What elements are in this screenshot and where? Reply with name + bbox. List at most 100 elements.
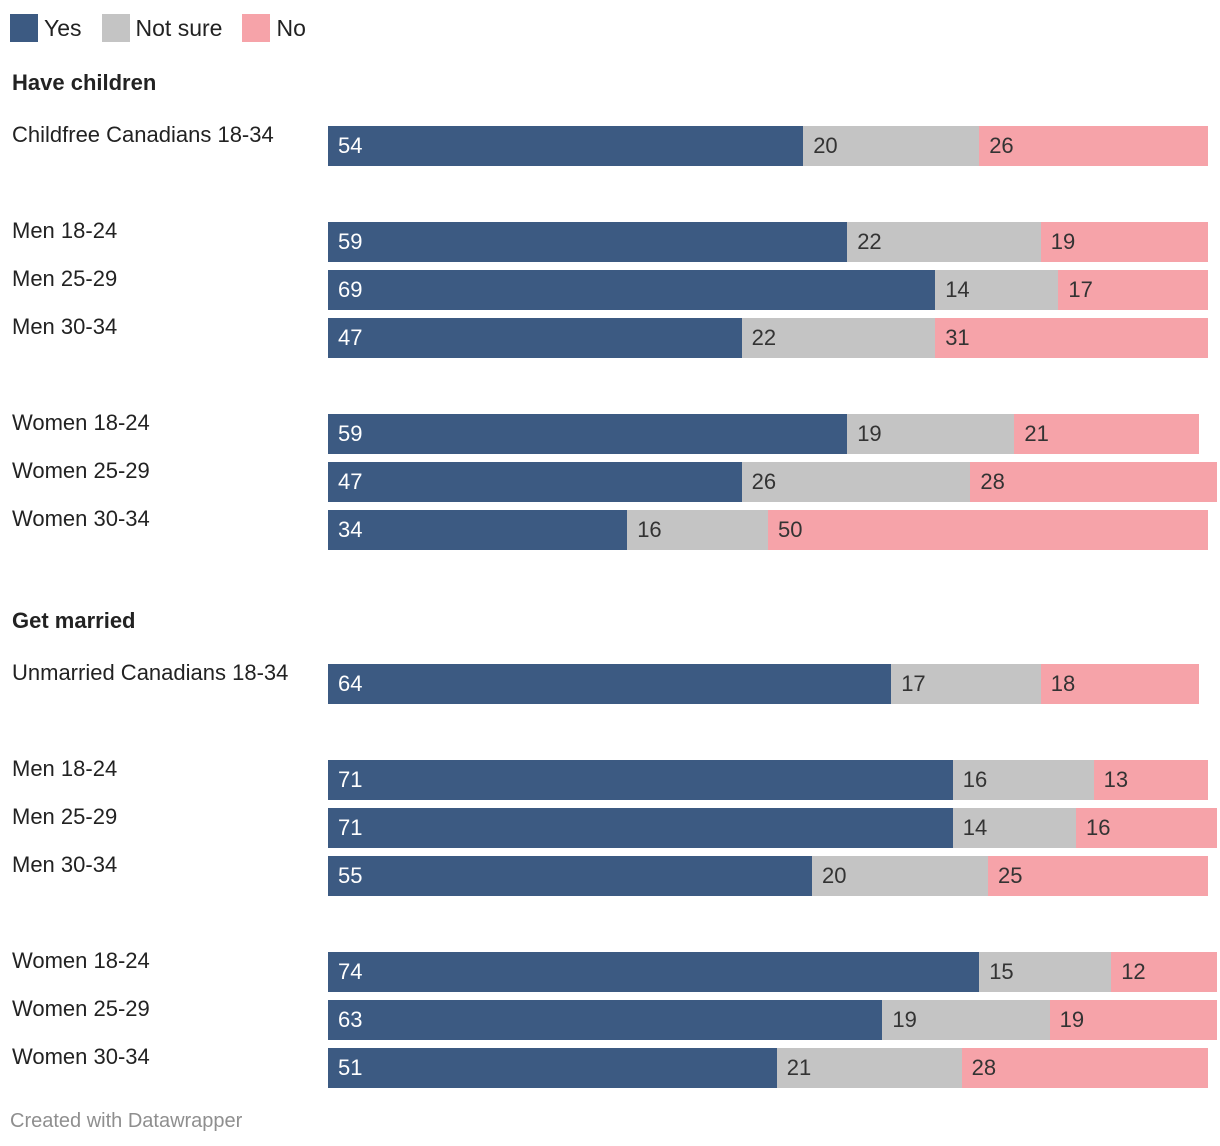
bar-value-label-no: 19 [1050,229,1076,254]
bar-segment-yes [328,414,848,454]
bar-value-label-yes: 74 [338,959,363,984]
bar-segment-not-sure [812,856,988,896]
row-label: Women 25-29 [12,458,150,483]
group-heading: Have children [12,70,157,95]
bar-value-label-yes: 71 [338,767,363,792]
bar-segment-no [1040,222,1208,262]
bar-segment-no [935,318,1208,358]
row-label: Women 25-29 [12,996,150,1021]
row-label: Women 18-24 [12,948,150,973]
row-label: Women 18-24 [12,410,150,435]
bar-segment-no [970,462,1217,502]
bar-segment-not-sure [979,952,1112,992]
group-heading: Get married [12,608,136,633]
bar-segment-no [1076,808,1217,848]
bar-segment-not-sure [935,270,1059,310]
bar-segment-no [1111,952,1217,992]
bar-value-label-yes: 64 [338,671,363,696]
bar-segment-yes [328,126,804,166]
bar-segment-yes [328,760,953,800]
bar-value-label-not-sure: 16 [637,517,662,542]
row-label: Men 25-29 [12,804,118,829]
bar-segment-yes [328,856,812,896]
bar-value-label-not-sure: 26 [751,469,777,494]
bar-value-label-no: 28 [980,469,1005,494]
bar-segment-not-sure [627,510,768,550]
bar-segment-no [1058,270,1208,310]
bar-value-label-yes: 63 [338,1007,363,1032]
bar-segment-no [768,510,1208,550]
row-label: Men 30-34 [12,852,118,877]
bar-value-label-not-sure: 21 [786,1055,812,1080]
bar-value-label-no: 16 [1086,815,1111,840]
legend-swatch-no [242,14,271,42]
legend-label-no: No [276,15,306,41]
bar-segment-yes [328,270,936,310]
bar-value-label-no: 21 [1024,421,1049,446]
bar-value-label-yes: 47 [338,325,363,350]
bar-value-label-not-sure: 22 [751,325,777,350]
bar-value-label-no: 19 [1059,1007,1085,1032]
bar-value-label-no: 28 [971,1055,997,1080]
legend-item-no: No [242,14,306,42]
bar-segment-no [1040,664,1200,704]
bar-segment-not-sure [952,760,1094,800]
bar-segment-yes [328,462,742,502]
bar-segment-yes [328,664,892,704]
bar-value-label-no: 31 [945,325,970,350]
bar-segment-not-sure [847,222,1041,262]
legend-item-yes: Yes [10,14,82,42]
bar-value-label-no: 17 [1068,277,1093,302]
bar-segment-not-sure [803,126,980,166]
legend-label-not-sure: Not sure [135,15,223,41]
legend-item-not-sure: Not sure [101,14,223,42]
bar-value-label-not-sure: 19 [892,1007,917,1032]
datawrapper-credit: Created with Datawrapper [10,1110,243,1132]
bar-segment-no [1014,414,1200,454]
bar-segment-not-sure [741,462,971,502]
bar-segment-not-sure [741,318,936,358]
bar-segment-yes [328,1000,883,1040]
bar-value-label-not-sure: 14 [945,277,970,302]
bar-value-label-yes: 47 [338,469,363,494]
legend: Yes Not sure No [10,14,326,42]
row-label: Men 25-29 [12,266,118,291]
bar-segment-not-sure [882,1000,1050,1040]
bar-value-label-not-sure: 20 [813,133,838,158]
bar-segment-no [1093,760,1208,800]
bar-value-label-not-sure: 15 [989,959,1014,984]
bar-value-label-not-sure: 16 [962,767,988,792]
row-label: Men 18-24 [12,756,118,781]
row-label: Childfree Canadians 18-34 [12,122,274,147]
row-label: Men 18-24 [12,218,118,243]
bar-value-label-yes: 34 [338,517,363,542]
bar-value-label-no: 50 [778,517,803,542]
bar-value-label-no: 26 [989,133,1014,158]
bar-segment-yes [328,1048,777,1088]
bar-value-label-yes: 55 [338,863,363,888]
bar-value-label-no: 25 [998,863,1023,888]
bar-value-label-no: 18 [1050,671,1076,696]
legend-label-yes: Yes [44,15,82,41]
bar-segment-no [979,126,1208,166]
bar-segment-not-sure [847,414,1015,454]
bar-value-label-not-sure: 22 [857,229,882,254]
bar-value-label-yes: 59 [338,421,363,446]
bar-segment-not-sure [776,1048,962,1088]
bar-segment-yes [328,808,953,848]
bar-value-label-not-sure: 17 [901,671,926,696]
bar-segment-yes [328,510,628,550]
bar-value-label-yes: 69 [338,277,363,302]
legend-swatch-not-sure [101,14,130,42]
bar-segment-yes [328,952,980,992]
row-label: Men 30-34 [12,314,118,339]
bar-value-label-yes: 54 [338,133,363,158]
bar-value-label-not-sure: 19 [857,421,882,446]
bar-segment-yes [328,318,742,358]
bar-segment-not-sure [952,808,1076,848]
row-label: Unmarried Canadians 18-34 [12,660,289,685]
bar-segment-not-sure [891,664,1041,704]
legend-swatch-yes [10,14,38,42]
bar-segment-yes [328,222,848,262]
